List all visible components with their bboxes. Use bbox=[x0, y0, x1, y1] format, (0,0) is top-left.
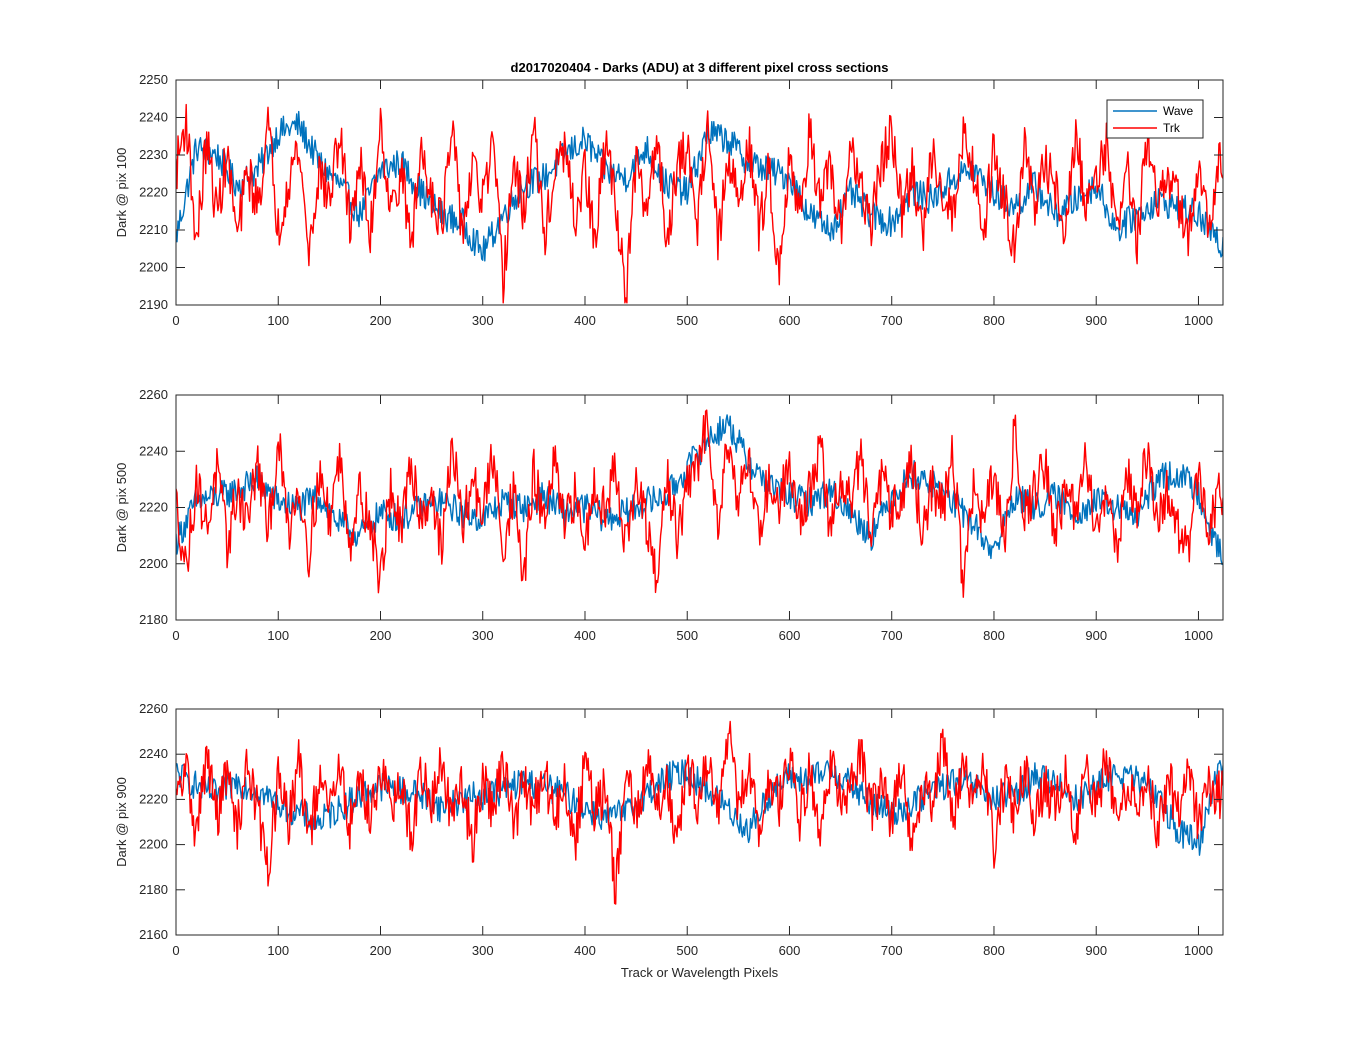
x-tick-label: 200 bbox=[370, 628, 392, 643]
plot-area bbox=[176, 395, 1223, 620]
legend: Wave Trk bbox=[1106, 99, 1204, 139]
x-tick-label: 100 bbox=[267, 628, 289, 643]
x-tick-label: 100 bbox=[267, 943, 289, 958]
y-axis-label: Dark @ pix 100 bbox=[114, 148, 129, 238]
y-axis-label: Dark @ pix 900 bbox=[114, 777, 129, 867]
x-tick-label: 700 bbox=[881, 313, 903, 328]
y-tick-label: 2210 bbox=[139, 222, 168, 237]
x-tick-label: 900 bbox=[1085, 628, 1107, 643]
y-tick-label: 2200 bbox=[139, 260, 168, 275]
y-tick-label: 2220 bbox=[139, 791, 168, 806]
y-tick-label: 2240 bbox=[139, 110, 168, 125]
legend-label-wave: Wave bbox=[1163, 104, 1194, 118]
x-tick-label: 300 bbox=[472, 628, 494, 643]
y-tick-label: 2260 bbox=[139, 701, 168, 716]
x-tick-label: 0 bbox=[172, 628, 179, 643]
x-tick-label: 400 bbox=[574, 313, 596, 328]
legend-box bbox=[1106, 99, 1204, 139]
series-line-wave bbox=[176, 110, 1223, 262]
x-tick-label: 800 bbox=[983, 943, 1005, 958]
y-tick-label: 2230 bbox=[139, 147, 168, 162]
x-tick-label: 1000 bbox=[1184, 628, 1213, 643]
x-tick-label: 900 bbox=[1085, 943, 1107, 958]
x-tick-label: 600 bbox=[779, 628, 801, 643]
x-tick-label: 900 bbox=[1085, 313, 1107, 328]
x-tick-label: 100 bbox=[267, 313, 289, 328]
legend-label-trk: Trk bbox=[1163, 121, 1181, 135]
series-line-trk bbox=[176, 103, 1223, 304]
chart-panel-3: 0 100 200 300 400 500 600 700 800 900 1000 2160 2180… bbox=[114, 701, 1224, 980]
y-tick-label: 2220 bbox=[139, 185, 168, 200]
x-tick-label: 200 bbox=[370, 313, 392, 328]
x-tick-label: 600 bbox=[779, 313, 801, 328]
chart-panel-1: 0 100 200 300 400 500 600 700 800 900 1000 2190 2200… bbox=[114, 60, 1224, 328]
y-tick-label: 2180 bbox=[139, 882, 168, 897]
x-tick-label: 500 bbox=[676, 313, 698, 328]
x-tick-label: 300 bbox=[472, 943, 494, 958]
series-line-trk bbox=[176, 409, 1223, 598]
x-tick-label: 800 bbox=[983, 628, 1005, 643]
x-tick-label: 1000 bbox=[1184, 943, 1213, 958]
x-tick-label: 0 bbox=[172, 313, 179, 328]
x-tick-label: 200 bbox=[370, 943, 392, 958]
x-tick-label: 300 bbox=[472, 313, 494, 328]
x-tick-label: 500 bbox=[676, 943, 698, 958]
y-tick-label: 2240 bbox=[139, 443, 168, 458]
y-tick-label: 2160 bbox=[139, 927, 168, 942]
x-tick-label: 500 bbox=[676, 628, 698, 643]
series-line-trk bbox=[176, 720, 1223, 905]
y-axis-label: Dark @ pix 500 bbox=[114, 463, 129, 553]
y-tick-label: 2220 bbox=[139, 500, 168, 515]
y-tick-label: 2180 bbox=[139, 612, 168, 627]
x-axis-label: Track or Wavelength Pixels bbox=[621, 965, 779, 980]
x-tick-label: 700 bbox=[881, 628, 903, 643]
x-tick-label: 400 bbox=[574, 943, 596, 958]
y-tick-label: 2240 bbox=[139, 746, 168, 761]
x-tick-label: 700 bbox=[881, 943, 903, 958]
chart-panel-2: 0 100 200 300 400 500 600 700 800 900 1000 2180 2200… bbox=[114, 387, 1224, 643]
x-tick-label: 600 bbox=[779, 943, 801, 958]
axes-box bbox=[175, 708, 1224, 936]
y-tick-label: 2190 bbox=[139, 297, 168, 312]
x-tick-label: 400 bbox=[574, 628, 596, 643]
chart-title: d2017020404 - Darks (ADU) at 3 different… bbox=[511, 60, 889, 75]
y-tick-label: 2200 bbox=[139, 837, 168, 852]
y-tick-label: 2260 bbox=[139, 387, 168, 402]
x-tick-label: 1000 bbox=[1184, 313, 1213, 328]
y-tick-label: 2200 bbox=[139, 556, 168, 571]
x-tick-label: 800 bbox=[983, 313, 1005, 328]
y-tick-label: 2250 bbox=[139, 72, 168, 87]
plot-area bbox=[176, 709, 1223, 935]
x-tick-label: 0 bbox=[172, 943, 179, 958]
